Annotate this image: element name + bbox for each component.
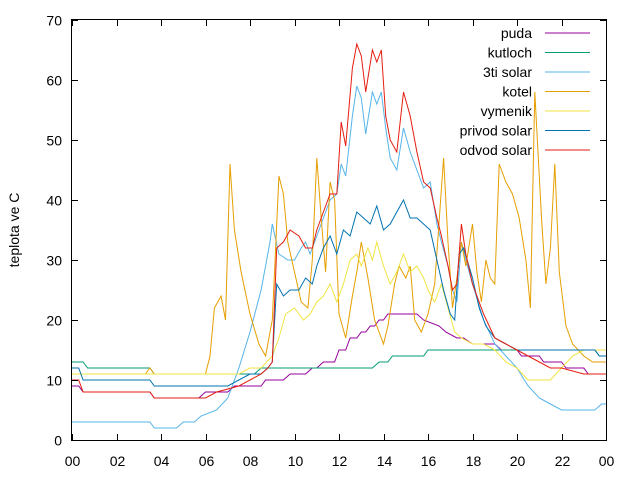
x-tick-label: 00 <box>599 453 615 469</box>
legend-label: privod solar <box>460 123 533 139</box>
x-tick-label: 08 <box>243 453 259 469</box>
y-tick-label: 50 <box>46 133 62 149</box>
y-tick-label: 30 <box>46 253 62 269</box>
series-line-vymenik <box>72 240 606 381</box>
x-tick-label: 14 <box>377 453 393 469</box>
x-tick-label: 22 <box>555 453 571 469</box>
y-tick-label: 70 <box>46 13 62 29</box>
y-axis-label: teplota ve C <box>6 193 22 268</box>
y-tick-label: 60 <box>46 73 62 89</box>
x-tick-label: 16 <box>421 453 437 469</box>
y-tick-label: 10 <box>46 373 62 389</box>
legend: puda kutloch 3ti solar kotel vymenik privod s… <box>460 25 590 158</box>
legend-label: vymenik <box>481 103 533 119</box>
legend-label: kotel <box>502 84 532 100</box>
series-line-kotel <box>72 91 606 375</box>
x-tick-label: 02 <box>110 453 126 469</box>
x-tick-label: 10 <box>288 453 304 469</box>
legend-label: kutloch <box>488 45 532 61</box>
series-line-puda <box>72 313 606 399</box>
y-tick-label: 40 <box>46 193 62 209</box>
x-tick-label: 18 <box>466 453 482 469</box>
x-tick-label: 04 <box>154 453 170 469</box>
plot-frame <box>71 19 607 441</box>
axis-ticks-group: 0 10 20 30 40 50 60 70 00 02 04 06 08 10 12 14 16 18 20 22 0… <box>46 13 614 470</box>
y-tick-label: 20 <box>46 313 62 329</box>
x-tick-label: 00 <box>65 453 81 469</box>
y-tick-label: 0 <box>54 433 62 449</box>
series-line-odvod-solar <box>72 42 606 399</box>
legend-label: odvod solar <box>460 142 533 158</box>
x-tick-label: 12 <box>332 453 348 469</box>
x-tick-label: 06 <box>199 453 215 469</box>
plot-series-group <box>72 42 606 429</box>
x-tick-label: 20 <box>510 453 526 469</box>
legend-label: 3ti solar <box>483 64 532 80</box>
series-line-privod-solar <box>72 198 606 387</box>
legend-label: puda <box>501 25 532 41</box>
